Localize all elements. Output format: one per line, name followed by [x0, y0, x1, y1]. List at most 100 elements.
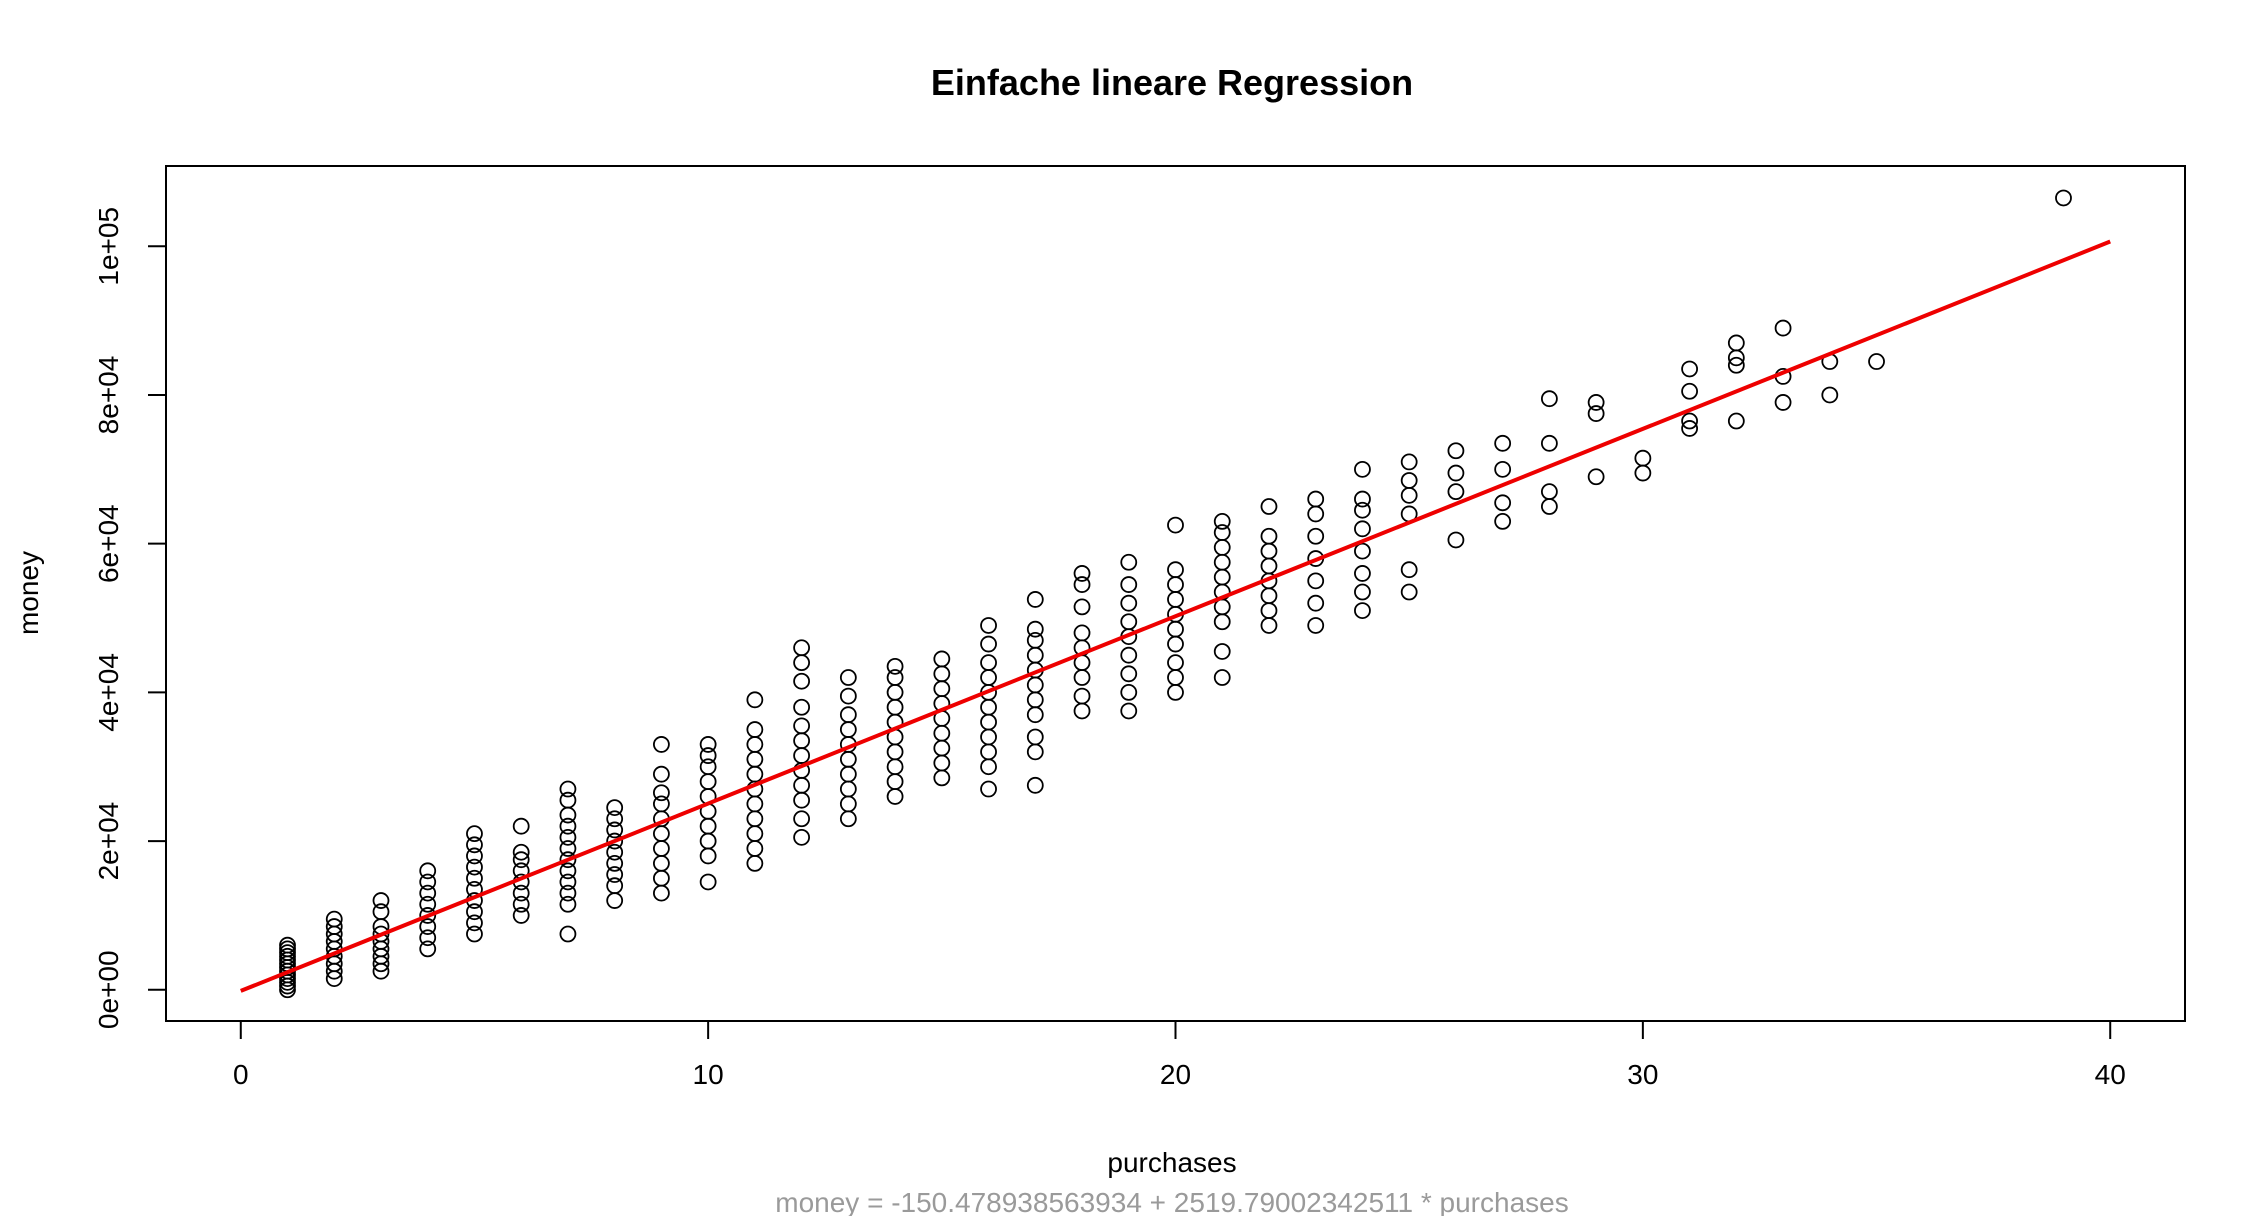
scatter-point	[746, 840, 764, 857]
scatter-point	[1026, 691, 1044, 709]
scatter-point	[1167, 576, 1184, 593]
scatter-point	[466, 903, 483, 921]
scatter-point	[793, 654, 811, 672]
scatter-point	[1447, 483, 1465, 501]
scatter-point	[1026, 706, 1044, 724]
scatter-point	[933, 769, 951, 787]
scatter-point	[886, 683, 904, 701]
scatter-point	[1213, 669, 1231, 686]
scatter-point	[886, 657, 904, 675]
scatter-point	[933, 665, 951, 683]
scatter-point	[559, 862, 577, 880]
scatter-point	[746, 736, 764, 753]
scatter-point	[1354, 460, 1371, 478]
scatter-point	[793, 717, 811, 735]
scatter-point	[1681, 420, 1698, 437]
scatter-point	[606, 843, 624, 861]
scatter-point	[606, 866, 624, 883]
scatter-point	[1307, 527, 1325, 545]
scatter-point	[1213, 512, 1231, 530]
scatter-point	[559, 828, 577, 846]
scatter-point	[1447, 464, 1465, 482]
x-tick-label: 0	[233, 1059, 249, 1090]
plot-area-frame	[165, 165, 2186, 1022]
scatter-point	[1167, 669, 1184, 686]
scatter-point	[653, 854, 670, 872]
scatter-point	[886, 743, 904, 761]
scatter-point	[372, 892, 390, 909]
scatter-point	[466, 869, 483, 887]
scatter-point	[653, 840, 670, 857]
scatter-point	[1307, 505, 1325, 523]
scatter-point	[1120, 613, 1138, 631]
scatter-point	[746, 765, 764, 783]
scatter-point	[886, 669, 904, 686]
scatter-point	[606, 799, 624, 817]
scatter-point	[466, 914, 483, 932]
scatter-point	[419, 884, 437, 902]
scatter-point	[606, 892, 624, 909]
scatter-point	[653, 825, 670, 843]
scatter-point	[793, 732, 811, 750]
y-tick-label: 6e+04	[93, 504, 124, 583]
x-axis: 0 10 20 30 40	[233, 1020, 2126, 1090]
scatter-point	[1634, 464, 1652, 482]
scatter-point	[1868, 353, 1885, 370]
scatter-point	[839, 795, 857, 813]
scatter-point	[559, 806, 577, 824]
scatter-point	[746, 691, 764, 709]
scatter-point	[1307, 490, 1325, 508]
scatter-point	[1073, 702, 1091, 720]
scatter-point	[419, 895, 437, 913]
scatter-point	[512, 851, 530, 869]
scatter-point	[1354, 501, 1371, 519]
scatter-point	[793, 698, 811, 716]
scatter-point	[606, 854, 624, 872]
scatter-point	[1260, 557, 1278, 575]
scatter-point	[1073, 598, 1091, 616]
scatter-point	[839, 780, 857, 798]
scatter-point	[793, 672, 811, 690]
scatter-point	[933, 724, 951, 742]
scatter-point	[653, 884, 670, 902]
scatter-point	[699, 847, 717, 865]
scatter-point	[279, 936, 296, 954]
scatter-point	[839, 687, 857, 705]
scatter-point	[559, 884, 577, 902]
scatter-point	[606, 832, 624, 850]
scatter-point	[1120, 576, 1138, 593]
scatter-point	[512, 895, 530, 913]
scatter-point	[1260, 602, 1278, 619]
scatter-point	[1634, 449, 1652, 467]
scatter-point	[839, 765, 857, 783]
x-tick-label: 40	[2095, 1059, 2126, 1090]
scatter-point	[653, 869, 670, 887]
scatter-point	[325, 910, 343, 928]
scatter-point	[1167, 635, 1184, 653]
scatter-point	[1587, 405, 1605, 422]
scatter-point	[1026, 620, 1044, 638]
scatter-point	[1213, 568, 1231, 586]
scatter-point	[1354, 602, 1371, 619]
scatter-point	[1400, 561, 1418, 579]
scatter-point	[980, 617, 997, 634]
scatter-point	[1073, 687, 1091, 705]
scatter-point	[512, 907, 530, 924]
scatter-point	[1774, 394, 1792, 411]
scatter-point	[419, 907, 437, 924]
x-axis-title: purchases	[1107, 1147, 1236, 1178]
scatter-point	[1120, 594, 1138, 612]
scatter-point	[839, 706, 857, 724]
scatter-point	[1120, 665, 1138, 683]
scatter-point	[980, 635, 997, 653]
scatter-point	[793, 810, 811, 828]
y-tick-label: 0e+00	[93, 950, 124, 1029]
scatter-point	[1400, 583, 1418, 601]
scatter-point	[1026, 776, 1044, 794]
scatter-point	[466, 925, 483, 943]
scatter-point	[559, 791, 577, 809]
regression-line-group	[240, 239, 2111, 993]
scatter-point	[699, 736, 717, 753]
scatter-point	[2055, 189, 2072, 207]
